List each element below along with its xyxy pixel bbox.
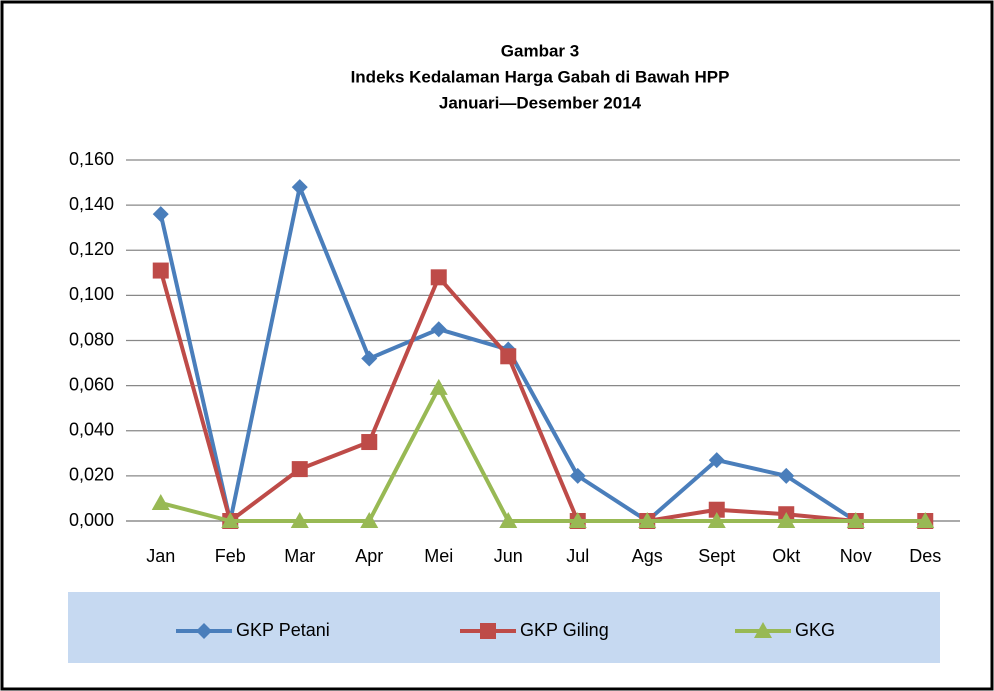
marker (708, 452, 725, 469)
marker (707, 512, 726, 528)
y-tick-label: 0,120 (69, 239, 114, 259)
marker (290, 512, 309, 528)
marker (500, 348, 517, 365)
marker (152, 262, 169, 279)
legend-label: GKG (795, 620, 835, 640)
marker (221, 512, 240, 528)
marker (360, 512, 379, 528)
marker (846, 512, 865, 528)
marker (430, 321, 447, 338)
y-tick-label: 0,000 (69, 510, 114, 530)
marker (708, 501, 725, 518)
marker (152, 206, 169, 223)
series-line (160, 385, 926, 523)
y-tick-label: 0,040 (69, 420, 114, 440)
y-tick-label: 0,140 (69, 194, 114, 214)
legend-label: GKP Petani (236, 620, 330, 640)
legend-box (68, 592, 940, 663)
y-tick-label: 0,080 (69, 329, 114, 349)
chart-subtitle: Januari—Desember 2014 (439, 93, 642, 112)
x-tick-label: Jul (566, 546, 589, 566)
marker (916, 512, 935, 528)
x-tick-label: Jan (146, 546, 175, 566)
y-tick-label: 0,060 (69, 374, 114, 394)
marker (291, 461, 308, 478)
marker (778, 467, 795, 484)
marker (429, 378, 448, 395)
marker (777, 512, 796, 528)
x-tick-label: Des (909, 546, 941, 566)
marker (361, 434, 378, 451)
marker (638, 512, 657, 528)
marker (480, 623, 496, 639)
x-tick-label: Nov (840, 546, 872, 566)
marker (754, 622, 772, 638)
legend-label: GKP Giling (520, 620, 609, 640)
marker (568, 512, 587, 528)
x-tick-label: Jun (494, 546, 523, 566)
x-tick-label: Sept (698, 546, 735, 566)
x-tick-label: Feb (215, 546, 246, 566)
marker (291, 179, 308, 196)
chart-subtitle: Indeks Kedalaman Harga Gabah di Bawah HP… (351, 67, 730, 86)
marker (499, 512, 518, 528)
x-tick-label: Mar (284, 546, 315, 566)
chart-title: Gambar 3 (501, 41, 579, 60)
marker (569, 467, 586, 484)
marker (151, 493, 170, 510)
y-tick-label: 0,100 (69, 284, 114, 304)
marker (196, 623, 212, 639)
marker (430, 269, 447, 286)
series-line (158, 185, 926, 523)
x-tick-label: Apr (355, 546, 383, 566)
marker (361, 350, 378, 367)
y-tick-label: 0,160 (69, 149, 114, 169)
x-tick-label: Okt (772, 546, 800, 566)
x-tick-label: Mei (424, 546, 453, 566)
series-line (158, 270, 926, 523)
y-tick-label: 0,020 (69, 465, 114, 485)
x-tick-label: Ags (632, 546, 663, 566)
